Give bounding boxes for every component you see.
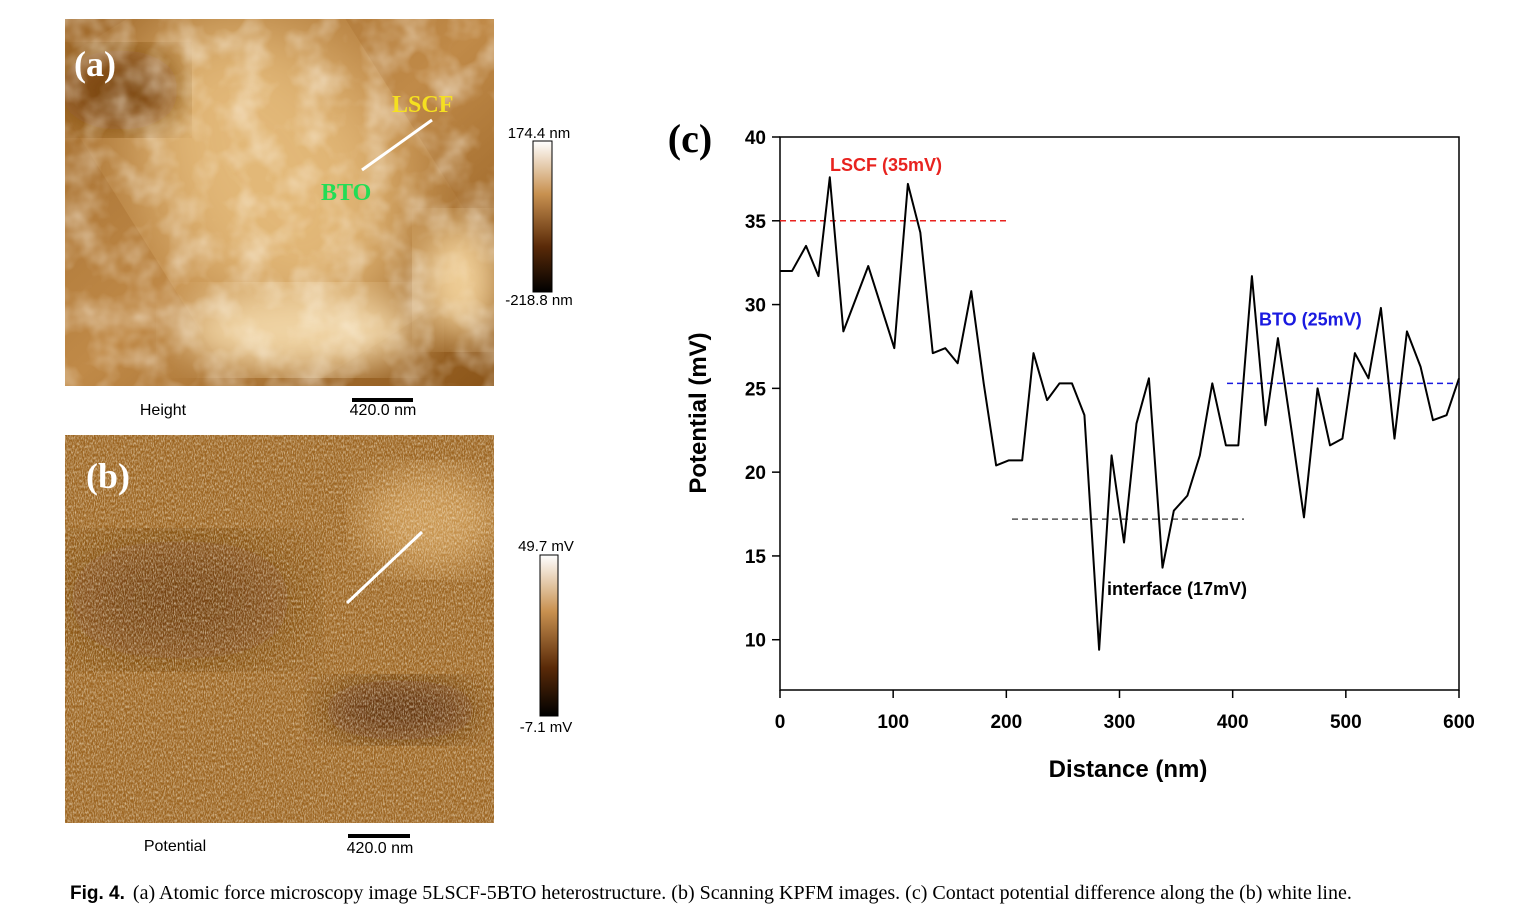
x-tick-label: 300: [1104, 712, 1136, 733]
marker-label: LSCF: [392, 92, 453, 118]
y-tick-label: 10: [745, 631, 766, 652]
colorbar-min: -7.1 mV: [520, 719, 573, 736]
caption-label: Fig. 4.: [70, 883, 125, 904]
y-tick-label: 25: [745, 379, 767, 400]
colorbar-max: 174.4 nm: [508, 125, 571, 142]
x-tick-label: 200: [990, 712, 1022, 733]
data-line: [780, 176, 1460, 651]
x-tick-label: 100: [877, 712, 909, 733]
x-tick-label: 600: [1443, 712, 1475, 733]
colorbar: [532, 140, 553, 293]
x-tick-label: 400: [1217, 712, 1249, 733]
colorbar: [539, 554, 559, 717]
panel-label: (c): [668, 116, 712, 161]
x-axis-label: Distance (nm): [1049, 756, 1208, 783]
plot-frame: [779, 136, 1460, 691]
channel-label: Height: [140, 402, 187, 419]
y-tick-label: 40: [745, 128, 766, 149]
colorbar-max: 49.7 mV: [518, 538, 574, 555]
reference-label: interface (17mV): [1107, 579, 1247, 599]
y-tick-label: 20: [745, 463, 766, 484]
panel-label: (b): [86, 456, 130, 496]
scale-bar-label: 420.0 nm: [347, 840, 414, 857]
y-tick-label: 35: [745, 212, 767, 233]
scale-bar-label: 420.0 nm: [350, 402, 417, 419]
caption-text: (a) Atomic force microscopy image 5LSCF-…: [133, 882, 1352, 904]
colorbar-min: -218.8 nm: [505, 292, 573, 309]
channel-label: Potential: [144, 838, 206, 855]
marker-label: BTO: [321, 180, 371, 206]
reference-label: LSCF (35mV): [830, 155, 942, 175]
potential-image: [65, 435, 494, 823]
y-tick-label: 15: [745, 547, 767, 568]
y-axis-label: Potential (mV): [685, 332, 712, 493]
panel-label: (a): [74, 44, 116, 84]
x-tick-label: 0: [775, 712, 786, 733]
height-image: [65, 19, 494, 386]
x-tick-label: 500: [1330, 712, 1362, 733]
reference-label: BTO (25mV): [1259, 309, 1362, 329]
y-tick-label: 30: [745, 296, 766, 317]
